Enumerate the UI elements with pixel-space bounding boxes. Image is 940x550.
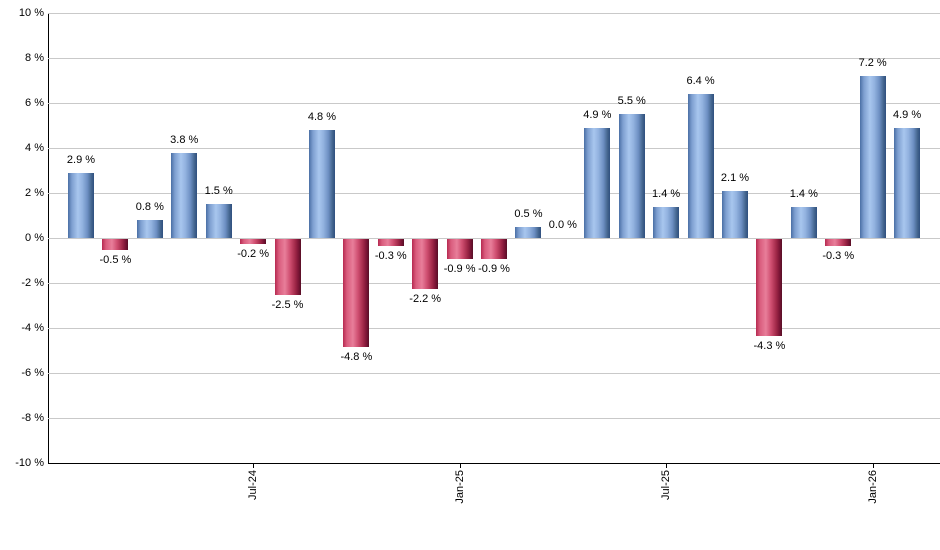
bar (136, 220, 163, 238)
bar (274, 239, 301, 296)
gridline (48, 13, 940, 14)
y-axis-tick-label: -2 % (21, 277, 44, 289)
bar (756, 239, 783, 336)
bar-value-label: 5.5 % (617, 95, 646, 108)
gridline (48, 148, 940, 149)
bar (68, 172, 94, 238)
bar-value-label: -0.3 % (822, 249, 855, 262)
bar (377, 239, 404, 246)
x-axis-tick-label: Jan-26 (866, 470, 879, 504)
y-axis-tick-label: -6 % (21, 367, 44, 379)
x-axis-tick-label: Jul-24 (247, 470, 260, 500)
bar-value-label: -0.2 % (237, 247, 269, 260)
y-axis-tick-label: -4 % (21, 322, 44, 334)
bar (894, 127, 921, 238)
gridline (48, 103, 940, 104)
bar-value-label: 4.9 % (893, 108, 922, 121)
gridline (48, 58, 940, 59)
bar-value-label: 2.9 % (66, 153, 96, 166)
x-axis-tick-mark (459, 463, 461, 468)
bar (102, 239, 129, 251)
y-axis-tick-label: -8 % (21, 412, 44, 424)
bar (343, 239, 370, 347)
bar-value-label: 4.8 % (307, 111, 336, 123)
bar-value-label: 0.5 % (514, 207, 543, 220)
bar (721, 190, 748, 238)
bar (308, 130, 335, 238)
bar (618, 114, 645, 238)
bar (481, 239, 508, 260)
bar-value-label: 1.4 % (789, 187, 818, 200)
bar (584, 127, 611, 238)
bar (412, 239, 439, 289)
bar-value-label: -0.5 % (99, 254, 132, 267)
bar-value-label: -0.9 % (443, 263, 476, 276)
bar (171, 152, 198, 238)
bar-value-label: -0.3 % (374, 249, 407, 262)
x-axis-line (48, 463, 940, 464)
bar (515, 226, 542, 238)
bar (653, 206, 680, 238)
y-axis-tick-label: 0 % (25, 232, 44, 244)
y-axis-tick-label: -10 % (15, 457, 44, 469)
bar (240, 239, 267, 244)
bar (205, 204, 232, 238)
gridline (48, 283, 940, 284)
bar (446, 239, 473, 260)
x-axis-tick-mark (666, 463, 668, 468)
gridline (48, 373, 940, 374)
bar-value-label: -4.8 % (340, 351, 373, 363)
y-axis-tick-label: 4 % (25, 142, 44, 154)
bar-value-label: -2.2 % (409, 292, 442, 305)
bar-value-label: 3.8 % (170, 133, 199, 146)
y-axis-tick-label: 8 % (25, 52, 44, 64)
x-axis-tick-mark (253, 463, 255, 468)
gridline (48, 238, 940, 239)
bar-value-label: 1.4 % (652, 187, 681, 200)
gridline (48, 418, 940, 419)
bar-value-label: -0.9 % (478, 263, 510, 276)
bar-value-label: 7.2 % (858, 57, 887, 69)
x-axis-tick-mark (872, 463, 874, 468)
bar-value-label: 1.5 % (204, 185, 233, 198)
bar (687, 94, 714, 238)
bar-value-label: -4.3 % (753, 339, 786, 352)
bar-value-label: 0.8 % (135, 201, 164, 213)
gridline (48, 328, 940, 329)
bar-value-label: 2.1 % (720, 171, 750, 184)
bar (825, 239, 852, 246)
bar (859, 76, 886, 238)
bar-value-label: 4.9 % (583, 108, 612, 121)
x-axis-tick-label: Jul-25 (660, 470, 673, 500)
y-axis-tick-label: 2 % (25, 187, 44, 199)
bar-value-label: 6.4 % (686, 75, 715, 87)
y-axis-tick-label: 6 % (25, 97, 44, 109)
y-axis-tick-label: 10 % (18, 7, 44, 19)
bar (790, 206, 817, 238)
bar-value-label: -2.5 % (271, 299, 304, 312)
gridline (48, 193, 940, 194)
bar-value-label: 0.0 % (548, 219, 577, 231)
x-axis-tick-label: Jan-25 (453, 470, 466, 504)
